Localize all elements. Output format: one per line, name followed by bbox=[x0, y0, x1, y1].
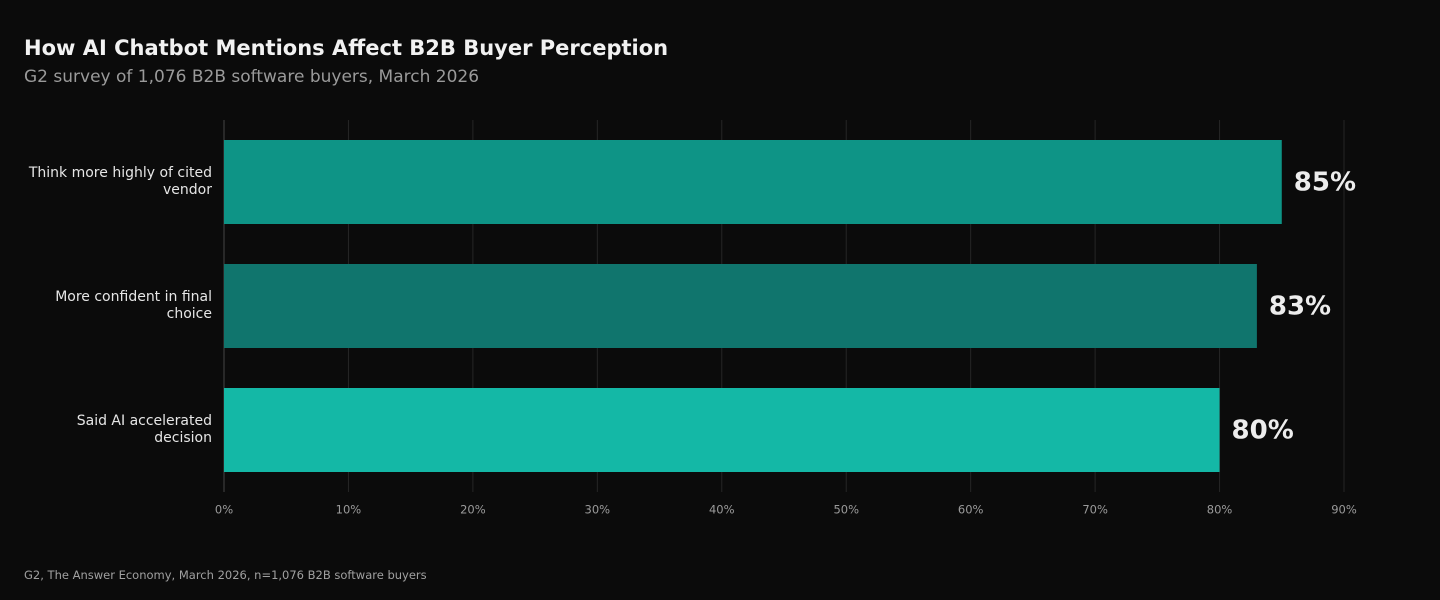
bar bbox=[224, 388, 1220, 472]
x-tick-label: 40% bbox=[709, 503, 735, 517]
x-tick-label: 90% bbox=[1331, 503, 1357, 517]
category-label: More confident in final choice bbox=[55, 289, 212, 322]
value-label: 85% bbox=[1294, 168, 1356, 198]
x-tick-label: 50% bbox=[833, 503, 859, 517]
x-tick-label: 10% bbox=[336, 503, 362, 517]
value-label: 80% bbox=[1232, 416, 1294, 446]
x-tick-label: 20% bbox=[460, 503, 486, 517]
bar bbox=[224, 140, 1282, 224]
x-tick-label: 70% bbox=[1082, 503, 1108, 517]
source-note: G2, The Answer Economy, March 2026, n=1,… bbox=[24, 568, 427, 582]
category-label: Think more highly of cited vendor bbox=[28, 165, 212, 198]
category-label: Said AI accelerated decision bbox=[76, 413, 212, 446]
x-tick-label: 0% bbox=[215, 503, 233, 517]
x-tick-label: 80% bbox=[1207, 503, 1233, 517]
x-tick-label: 60% bbox=[958, 503, 984, 517]
chart-subtitle: G2 survey of 1,076 B2B software buyers, … bbox=[24, 67, 480, 87]
bar bbox=[224, 264, 1257, 348]
x-tick-label: 30% bbox=[585, 503, 611, 517]
value-label: 83% bbox=[1269, 292, 1331, 322]
chart-title: How AI Chatbot Mentions Affect B2B Buyer… bbox=[24, 36, 669, 60]
